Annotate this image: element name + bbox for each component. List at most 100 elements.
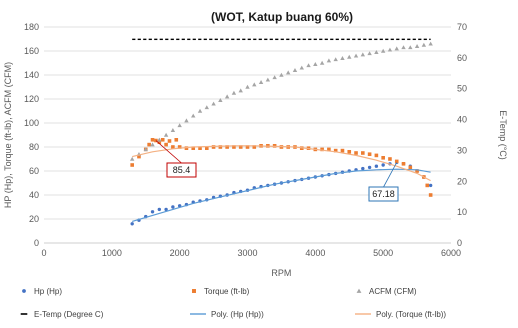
y-tick-label: 120 <box>24 94 39 104</box>
data-point <box>333 148 338 153</box>
legend-entry: E-Temp (Degree C) <box>20 310 104 319</box>
legend-swatch <box>192 289 196 293</box>
legend-label: ACFM (CFM) <box>369 287 417 296</box>
data-point <box>388 157 392 161</box>
data-point <box>320 147 324 152</box>
data-point <box>319 60 325 65</box>
y2-tick-label: 30 <box>457 145 467 155</box>
legend-swatch <box>22 289 26 293</box>
annotation-label: 67.18 <box>372 189 395 199</box>
data-point <box>414 44 420 48</box>
data-point <box>130 222 134 226</box>
data-point <box>327 147 331 152</box>
data-point <box>374 50 379 54</box>
data-point <box>160 138 165 142</box>
x-tick-label: 4000 <box>305 248 325 258</box>
y-axis-title: HP (Hp), Torque (ft-lb), ACFM (CFM) <box>3 62 13 208</box>
data-point <box>367 51 372 56</box>
y-tick-label: 20 <box>29 214 39 224</box>
series-poly-torque-ft-lb <box>132 145 431 182</box>
data-point <box>340 148 345 153</box>
data-point <box>299 65 304 70</box>
x-tick-label: 2000 <box>170 248 190 258</box>
x-tick-label: 1000 <box>102 248 122 258</box>
data-point <box>191 113 196 118</box>
data-point <box>245 145 250 149</box>
data-point <box>387 47 393 52</box>
legend-swatch <box>356 288 362 293</box>
data-point <box>150 210 155 214</box>
data-point <box>381 156 385 160</box>
data-point <box>415 169 419 173</box>
series-layer <box>129 38 433 226</box>
data-point <box>232 145 236 149</box>
y-tick-label: 160 <box>24 46 39 56</box>
data-point <box>184 118 189 123</box>
data-point <box>354 151 358 155</box>
x-tick-label: 6000 <box>441 248 461 258</box>
y2-tick-label: 70 <box>457 22 467 32</box>
data-point <box>286 70 291 75</box>
data-point <box>197 108 203 113</box>
y-tick-label: 80 <box>29 142 39 152</box>
data-point <box>428 41 433 46</box>
data-point <box>333 57 338 62</box>
y-tick-label: 180 <box>24 22 39 32</box>
y-tick-label: 60 <box>29 166 39 176</box>
data-point <box>245 84 250 89</box>
x-tick-label: 5000 <box>373 248 393 258</box>
data-point <box>425 183 430 188</box>
data-point <box>150 142 155 147</box>
legend-label: Poly. (Torque (ft-lb)) <box>376 310 446 319</box>
data-point <box>150 138 155 142</box>
data-point <box>164 142 168 147</box>
annotations: 85.4 67.18 <box>155 140 399 202</box>
data-point <box>353 53 359 58</box>
data-point <box>218 145 223 149</box>
legend-entry: ACFM (CFM) <box>356 287 417 296</box>
data-point <box>164 207 168 212</box>
x-tick-label: 0 <box>41 248 46 258</box>
data-point <box>252 145 257 149</box>
data-point <box>129 156 135 161</box>
data-point <box>258 80 264 84</box>
data-point <box>205 146 209 150</box>
data-point <box>272 144 277 148</box>
data-point <box>367 165 372 170</box>
data-point <box>147 142 151 147</box>
data-point <box>381 163 385 167</box>
y2-axis-title: E-Temp (°C) <box>498 110 508 160</box>
data-point <box>428 183 433 188</box>
annotation-label: 85.4 <box>173 165 191 175</box>
data-point <box>408 45 413 50</box>
annotation-box <box>166 162 197 178</box>
legend: Hp (Hp) Torque (ft-lb) ACFM (CFM) E-Temp (D… <box>20 287 446 319</box>
annotation-callout: 85.4 <box>155 140 197 178</box>
data-point <box>171 205 175 209</box>
data-point <box>170 128 176 132</box>
data-point <box>408 165 413 170</box>
legend-entry: Poly. (Torque (ft-lb)) <box>355 310 446 319</box>
data-point <box>361 151 365 155</box>
data-point <box>401 45 406 50</box>
legend-label: Torque (ft-lb) <box>204 287 250 296</box>
data-point <box>174 138 179 142</box>
y-tick-label: 0 <box>34 238 39 248</box>
data-point <box>367 152 372 156</box>
annotation-callout: 67.18 <box>368 162 399 202</box>
data-point <box>374 164 379 168</box>
data-point <box>428 193 433 197</box>
y-tick-label: 40 <box>29 190 39 200</box>
data-point <box>360 52 366 57</box>
data-point <box>211 101 216 106</box>
y-tick-label: 100 <box>24 118 39 128</box>
data-point <box>252 82 257 87</box>
y2-tick-label: 50 <box>457 84 467 94</box>
legend-label: Poly. (Hp (Hp)) <box>211 310 264 319</box>
data-point <box>361 166 365 171</box>
data-point <box>177 145 182 149</box>
data-point <box>401 162 406 166</box>
annotation-leader <box>383 162 398 188</box>
y-tick-label: 140 <box>24 70 39 80</box>
data-point <box>238 145 243 149</box>
